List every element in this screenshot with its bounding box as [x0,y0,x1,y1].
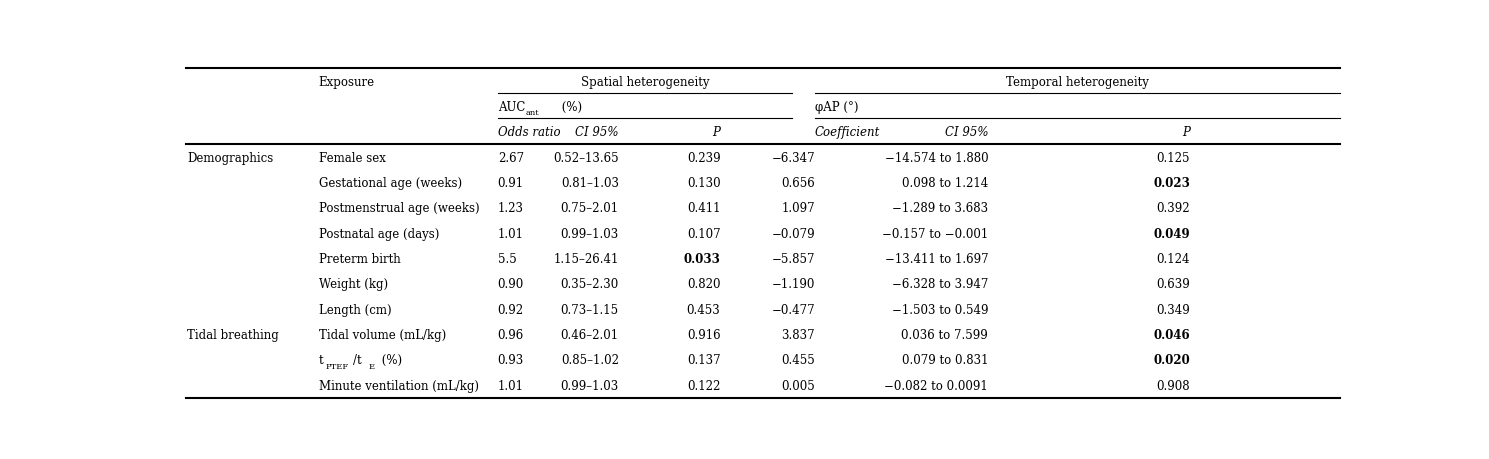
Text: ant: ant [526,109,539,117]
Text: 0.392: 0.392 [1157,202,1190,215]
Text: 1.01: 1.01 [497,227,524,240]
Text: 0.656: 0.656 [782,177,814,190]
Text: Postnatal age (days): Postnatal age (days) [319,227,439,240]
Text: Demographics: Demographics [188,151,274,164]
Text: −6.347: −6.347 [771,151,814,164]
Text: t: t [319,353,323,366]
Text: 0.107: 0.107 [686,227,721,240]
Text: Length (cm): Length (cm) [319,303,392,316]
Text: P: P [713,126,721,139]
Text: Weight (kg): Weight (kg) [319,278,389,291]
Text: 0.023: 0.023 [1152,177,1190,190]
Text: 0.81–1.03: 0.81–1.03 [561,177,619,190]
Text: Tidal breathing: Tidal breathing [188,328,278,341]
Text: 0.91: 0.91 [497,177,524,190]
Text: Preterm birth: Preterm birth [319,252,401,265]
Text: 3.837: 3.837 [782,328,814,341]
Text: 0.96: 0.96 [497,328,524,341]
Text: CI 95%: CI 95% [944,126,989,139]
Text: E: E [368,363,375,371]
Text: −0.157 to −0.001: −0.157 to −0.001 [881,227,989,240]
Text: 0.130: 0.130 [686,177,721,190]
Text: 0.73–1.15: 0.73–1.15 [561,303,619,316]
Text: PTEF: PTEF [326,363,348,371]
Text: 0.916: 0.916 [686,328,721,341]
Text: 0.99–1.03: 0.99–1.03 [561,227,619,240]
Text: Temporal heterogeneity: Temporal heterogeneity [1007,75,1150,88]
Text: −13.411 to 1.697: −13.411 to 1.697 [884,252,989,265]
Text: 1.15–26.41: 1.15–26.41 [554,252,619,265]
Text: Female sex: Female sex [319,151,386,164]
Text: 0.92: 0.92 [497,303,524,316]
Text: −6.328 to 3.947: −6.328 to 3.947 [892,278,989,291]
Text: Spatial heterogeneity: Spatial heterogeneity [581,75,709,88]
Text: 0.99–1.03: 0.99–1.03 [561,379,619,392]
Text: 0.036 to 7.599: 0.036 to 7.599 [901,328,989,341]
Text: −14.574 to 1.880: −14.574 to 1.880 [884,151,989,164]
Text: Gestational age (weeks): Gestational age (weeks) [319,177,462,190]
Text: −1.190: −1.190 [771,278,814,291]
Text: 0.453: 0.453 [686,303,721,316]
Text: 0.005: 0.005 [782,379,814,392]
Text: −5.857: −5.857 [771,252,814,265]
Text: 0.46–2.01: 0.46–2.01 [561,328,619,341]
Text: −0.082 to 0.0091: −0.082 to 0.0091 [884,379,989,392]
Text: 0.85–1.02: 0.85–1.02 [561,353,619,366]
Text: 0.90: 0.90 [497,278,524,291]
Text: 0.35–2.30: 0.35–2.30 [561,278,619,291]
Text: Coefficient: Coefficient [814,126,880,139]
Text: 0.75–2.01: 0.75–2.01 [561,202,619,215]
Text: 1.23: 1.23 [497,202,524,215]
Text: 0.033: 0.033 [683,252,721,265]
Text: −0.079: −0.079 [771,227,814,240]
Text: 1.01: 1.01 [497,379,524,392]
Text: 0.93: 0.93 [497,353,524,366]
Text: 0.122: 0.122 [686,379,721,392]
Text: 0.137: 0.137 [686,353,721,366]
Text: 0.411: 0.411 [686,202,721,215]
Text: (%): (%) [558,101,582,114]
Text: 5.5: 5.5 [497,252,517,265]
Text: φAP (°): φAP (°) [814,101,859,114]
Text: −1.289 to 3.683: −1.289 to 3.683 [892,202,989,215]
Text: 0.049: 0.049 [1154,227,1190,240]
Text: 1.097: 1.097 [782,202,814,215]
Text: 0.908: 0.908 [1157,379,1190,392]
Text: 0.239: 0.239 [686,151,721,164]
Text: Odds ratio: Odds ratio [497,126,560,139]
Text: 0.639: 0.639 [1157,278,1190,291]
Text: −1.503 to 0.549: −1.503 to 0.549 [892,303,989,316]
Text: 0.125: 0.125 [1157,151,1190,164]
Text: −0.477: −0.477 [771,303,814,316]
Text: /t: /t [353,353,362,366]
Text: Exposure: Exposure [319,75,375,88]
Text: 0.020: 0.020 [1154,353,1190,366]
Text: Postmenstrual age (weeks): Postmenstrual age (weeks) [319,202,479,215]
Text: 2.67: 2.67 [497,151,524,164]
Text: 0.455: 0.455 [782,353,814,366]
Text: P: P [1182,126,1190,139]
Text: 0.098 to 1.214: 0.098 to 1.214 [902,177,989,190]
Text: 0.349: 0.349 [1157,303,1190,316]
Text: 0.079 to 0.831: 0.079 to 0.831 [902,353,989,366]
Text: CI 95%: CI 95% [575,126,619,139]
Text: Minute ventilation (mL/kg): Minute ventilation (mL/kg) [319,379,479,392]
Text: Tidal volume (mL/kg): Tidal volume (mL/kg) [319,328,447,341]
Text: (%): (%) [378,353,402,366]
Text: 0.820: 0.820 [686,278,721,291]
Text: 0.046: 0.046 [1154,328,1190,341]
Text: AUC: AUC [497,101,526,114]
Text: 0.52–13.65: 0.52–13.65 [554,151,619,164]
Text: 0.124: 0.124 [1157,252,1190,265]
